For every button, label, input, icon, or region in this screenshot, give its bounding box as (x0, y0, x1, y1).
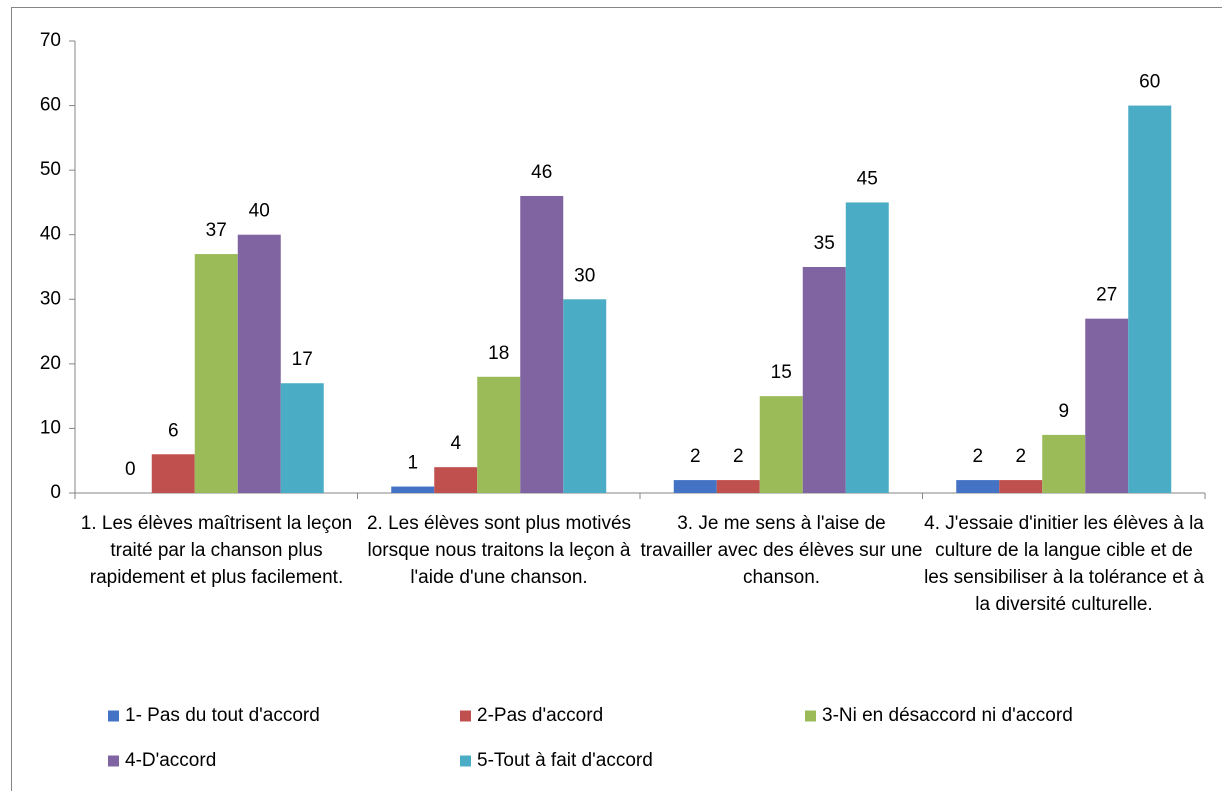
y-tick-label: 30 (40, 288, 61, 309)
x-tick-label: 2. Les élèves sont plus motivés lorsque … (366, 513, 632, 588)
legend-swatch (805, 710, 816, 722)
bar (999, 480, 1043, 493)
y-tick-label: 10 (40, 417, 61, 438)
value-label: 18 (488, 343, 509, 364)
bar (520, 195, 564, 493)
bar (194, 254, 238, 493)
value-label: 2 (972, 446, 983, 467)
x-tick-label: 3. Je me sens à l'aise de travailler ave… (640, 513, 923, 588)
value-label: 17 (292, 349, 313, 370)
value-label: 30 (574, 265, 595, 286)
bar (391, 486, 435, 493)
y-tick-label: 60 (40, 95, 61, 116)
legend-label: 4-D'accord (125, 750, 216, 771)
value-label: 6 (168, 420, 179, 441)
chart-border (11, 7, 1222, 791)
value-label: 27 (1096, 285, 1117, 306)
bar (1128, 105, 1172, 494)
bar (673, 480, 717, 493)
legend-label: 1- Pas du tout d'accord (125, 705, 320, 726)
value-label: 9 (1058, 401, 1069, 422)
legend-label: 3-Ni en désaccord ni d'accord (822, 705, 1073, 726)
value-label: 2 (690, 446, 701, 467)
y-tick-label: 0 (50, 482, 61, 503)
value-label: 46 (531, 162, 552, 183)
value-label: 0 (125, 459, 136, 480)
bar (716, 480, 760, 493)
bar (563, 299, 607, 493)
value-label: 60 (1139, 72, 1160, 93)
value-label: 2 (1015, 446, 1026, 467)
legend-label: 2-Pas d'accord (477, 705, 603, 726)
bar (237, 234, 281, 493)
value-label: 40 (249, 201, 270, 222)
x-tick-label: 4. J'essaie d'initier les élèves à la cu… (924, 513, 1204, 615)
legend-swatch (460, 755, 471, 767)
x-tick-label: 1. Les élèves maîtrisent la leçon traité… (80, 513, 353, 588)
bar (1085, 318, 1129, 493)
bar (477, 376, 521, 493)
legend-swatch (108, 710, 119, 722)
value-label: 45 (857, 168, 878, 189)
value-label: 1 (407, 453, 418, 474)
y-tick-label: 70 (40, 30, 61, 51)
y-tick-label: 50 (40, 159, 61, 180)
bar (759, 396, 803, 493)
bar (1042, 434, 1086, 493)
bar (434, 467, 478, 493)
value-label: 37 (206, 220, 227, 241)
y-tick-label: 40 (40, 224, 61, 245)
value-label: 4 (450, 433, 461, 454)
value-label: 15 (771, 362, 792, 383)
legend-swatch (460, 710, 471, 722)
bar (151, 454, 195, 493)
bar (845, 202, 889, 493)
legend-swatch (108, 755, 119, 767)
value-label: 2 (733, 446, 744, 467)
bar (956, 480, 1000, 493)
bar (280, 383, 324, 493)
bar (802, 267, 846, 493)
legend-label: 5-Tout à fait d'accord (477, 750, 653, 771)
y-tick-label: 20 (40, 353, 61, 374)
value-label: 35 (814, 233, 835, 254)
